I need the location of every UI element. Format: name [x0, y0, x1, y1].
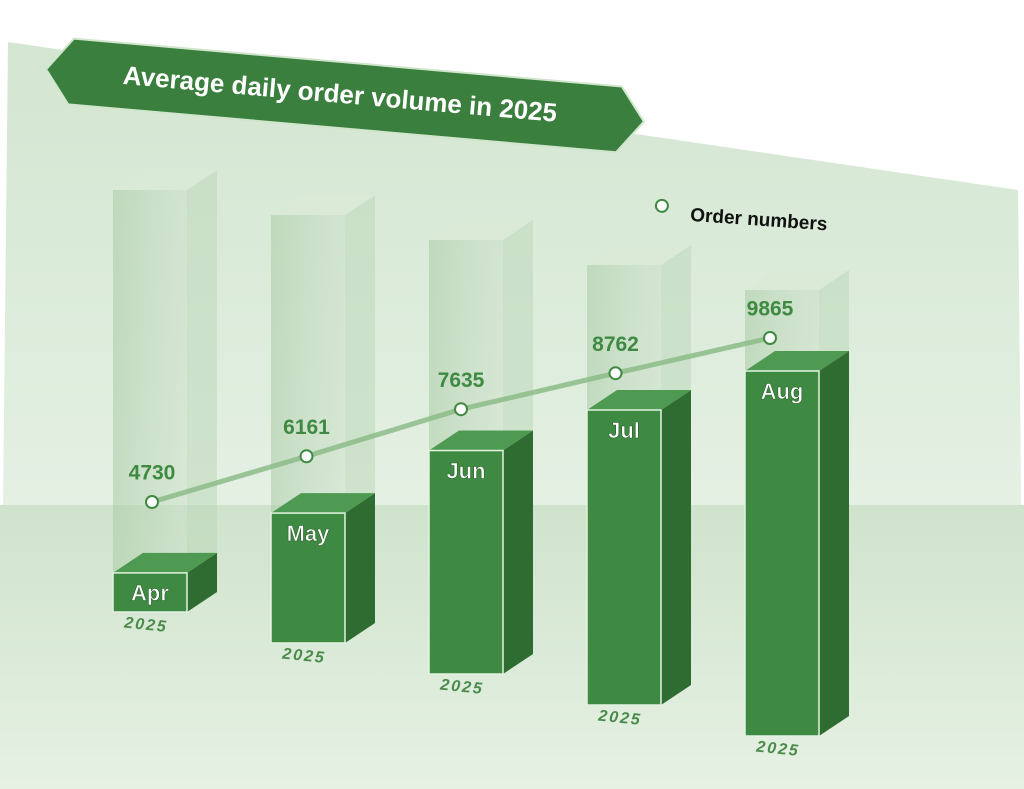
category-label: Jun: [446, 458, 485, 483]
value-label: 8762: [592, 333, 639, 356]
line-point: [299, 449, 314, 464]
line-point: [763, 331, 777, 345]
ghost-top: [271, 195, 375, 215]
bar-top: [429, 430, 533, 451]
year-label: 2025: [122, 614, 168, 636]
year-label: 2025: [754, 738, 800, 760]
line-point: [608, 366, 623, 381]
bar-side: [819, 351, 849, 736]
bar: [428, 449, 504, 675]
banner-shape: [44, 37, 646, 154]
line-point: [145, 495, 159, 509]
ghost-top: [113, 170, 217, 190]
ghost-side: [187, 170, 217, 612]
category-label: May: [287, 521, 331, 546]
bar: [112, 572, 188, 613]
bar-top: [113, 552, 217, 573]
bar-side: [187, 552, 217, 612]
value-label: 4730: [129, 462, 176, 485]
bar-top: [271, 493, 375, 514]
ghost-top: [429, 220, 533, 240]
category-label: Jul: [608, 418, 640, 443]
bar: [270, 512, 346, 644]
category-label: Aug: [761, 379, 804, 404]
bar: [586, 409, 662, 706]
ghost-front: [113, 190, 187, 612]
value-label: 9865: [747, 298, 794, 321]
year-label: 2025: [596, 707, 642, 729]
ghost-top: [587, 245, 691, 265]
bar: [744, 370, 820, 737]
category-label: Apr: [131, 581, 169, 606]
value-label: 7635: [438, 369, 485, 392]
line-point: [454, 402, 468, 417]
year-label: 2025: [438, 676, 484, 698]
bar-side: [661, 390, 691, 705]
legend-marker: [654, 198, 669, 213]
value-label: 6161: [283, 416, 330, 439]
bar-top: [587, 390, 691, 411]
year-label: 2025: [280, 645, 326, 667]
bars: Apr 2025 May 2025 Jun 2025 Jul 2025 Aug 2025: [112, 351, 849, 760]
line-layer: 4730 6161 7635 8762 9865: [129, 298, 794, 509]
ghost-top: [745, 270, 849, 290]
bar-side: [345, 493, 375, 643]
bar-side: [503, 430, 533, 674]
bar-top: [745, 351, 849, 371]
